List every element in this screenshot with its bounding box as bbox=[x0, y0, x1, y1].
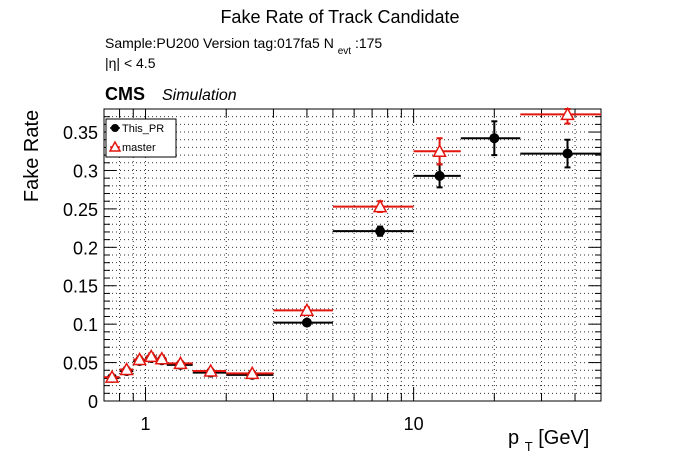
axes-layer: 0 0.05 0.1 0.15 0.2 0.25 0.3 0.35 1 10 bbox=[63, 108, 602, 434]
point-marker-triangle bbox=[203, 363, 218, 377]
point-marker-circle bbox=[562, 148, 573, 159]
sample-info-subscript: evt bbox=[338, 46, 352, 57]
y-tick-label: 0.25 bbox=[63, 200, 98, 220]
data-point bbox=[166, 355, 193, 370]
point-marker-triangle bbox=[132, 351, 147, 366]
point-marker-triangle bbox=[244, 365, 260, 380]
point-marker-triangle bbox=[432, 143, 447, 158]
data-point bbox=[119, 361, 134, 376]
y-tick-label: 0.1 bbox=[73, 315, 98, 335]
legend-this-pr-marker bbox=[111, 124, 119, 132]
point-marker-circle bbox=[434, 170, 445, 181]
x-axis-label-suffix: [GeV] bbox=[538, 427, 589, 449]
y-axis-label: Fake Rate bbox=[21, 110, 43, 202]
point-marker-triangle bbox=[372, 199, 388, 213]
sample-info: Sample:PU200 Version tag:017fa5 N evt :1… bbox=[105, 35, 382, 57]
data-point bbox=[332, 199, 414, 213]
x-axis-label-subscript: T bbox=[525, 439, 533, 454]
legend-master-marker bbox=[108, 140, 122, 152]
sample-info-main: Sample:PU200 Version tag:017fa5 N bbox=[105, 35, 334, 51]
chart-title: Fake Rate of Track Candidate bbox=[220, 7, 459, 27]
eta-cut-label: |η| < 4.5 bbox=[105, 55, 156, 71]
data-point bbox=[460, 120, 521, 157]
grid-layer bbox=[103, 109, 601, 401]
data-point bbox=[104, 369, 120, 383]
legend: This_PR master bbox=[105, 118, 177, 158]
point-marker-triangle bbox=[154, 351, 170, 365]
point-marker-circle bbox=[489, 133, 500, 144]
data-point bbox=[273, 302, 333, 317]
x-axis-label: p T [GeV] bbox=[508, 427, 589, 456]
sample-info-suffix: :175 bbox=[355, 35, 382, 51]
point-marker-triangle bbox=[119, 361, 134, 376]
y-tick-label: 0.05 bbox=[63, 354, 98, 374]
chart-header: Fake Rate of Track Candidate Sample:PU20… bbox=[105, 7, 460, 104]
y-tick-label: 0.3 bbox=[73, 161, 98, 181]
point-marker-triangle bbox=[560, 106, 575, 121]
point-marker-triangle bbox=[173, 355, 188, 370]
x-tick-label: 1 bbox=[141, 414, 151, 434]
data-point bbox=[520, 138, 601, 169]
data-point bbox=[154, 351, 170, 365]
legend-master-label: master bbox=[122, 142, 156, 154]
legend-this-pr-label: This_PR bbox=[122, 123, 164, 135]
data-point bbox=[226, 365, 274, 380]
series-layer bbox=[104, 106, 601, 383]
point-marker-circle bbox=[301, 317, 312, 328]
x-axis-label-base: p bbox=[508, 427, 519, 449]
data-point bbox=[132, 351, 147, 366]
data-point bbox=[413, 137, 461, 166]
simulation-label: Simulation bbox=[162, 87, 237, 104]
point-marker-triangle bbox=[299, 302, 315, 317]
x-tick-label: 10 bbox=[404, 414, 424, 434]
point-marker-triangle bbox=[143, 348, 159, 363]
point-marker-triangle bbox=[104, 369, 120, 383]
y-tick-label: 0.35 bbox=[63, 123, 98, 143]
y-tick-label: 0 bbox=[88, 392, 98, 412]
data-point bbox=[332, 225, 414, 237]
point-marker-circle bbox=[375, 226, 386, 237]
data-point bbox=[520, 106, 601, 125]
data-point bbox=[192, 363, 227, 377]
y-tick-label: 0.2 bbox=[73, 238, 98, 258]
y-tick-label: 0.15 bbox=[63, 277, 98, 297]
cms-label: CMS bbox=[105, 84, 145, 104]
data-point bbox=[143, 348, 159, 363]
data-point bbox=[273, 317, 333, 328]
